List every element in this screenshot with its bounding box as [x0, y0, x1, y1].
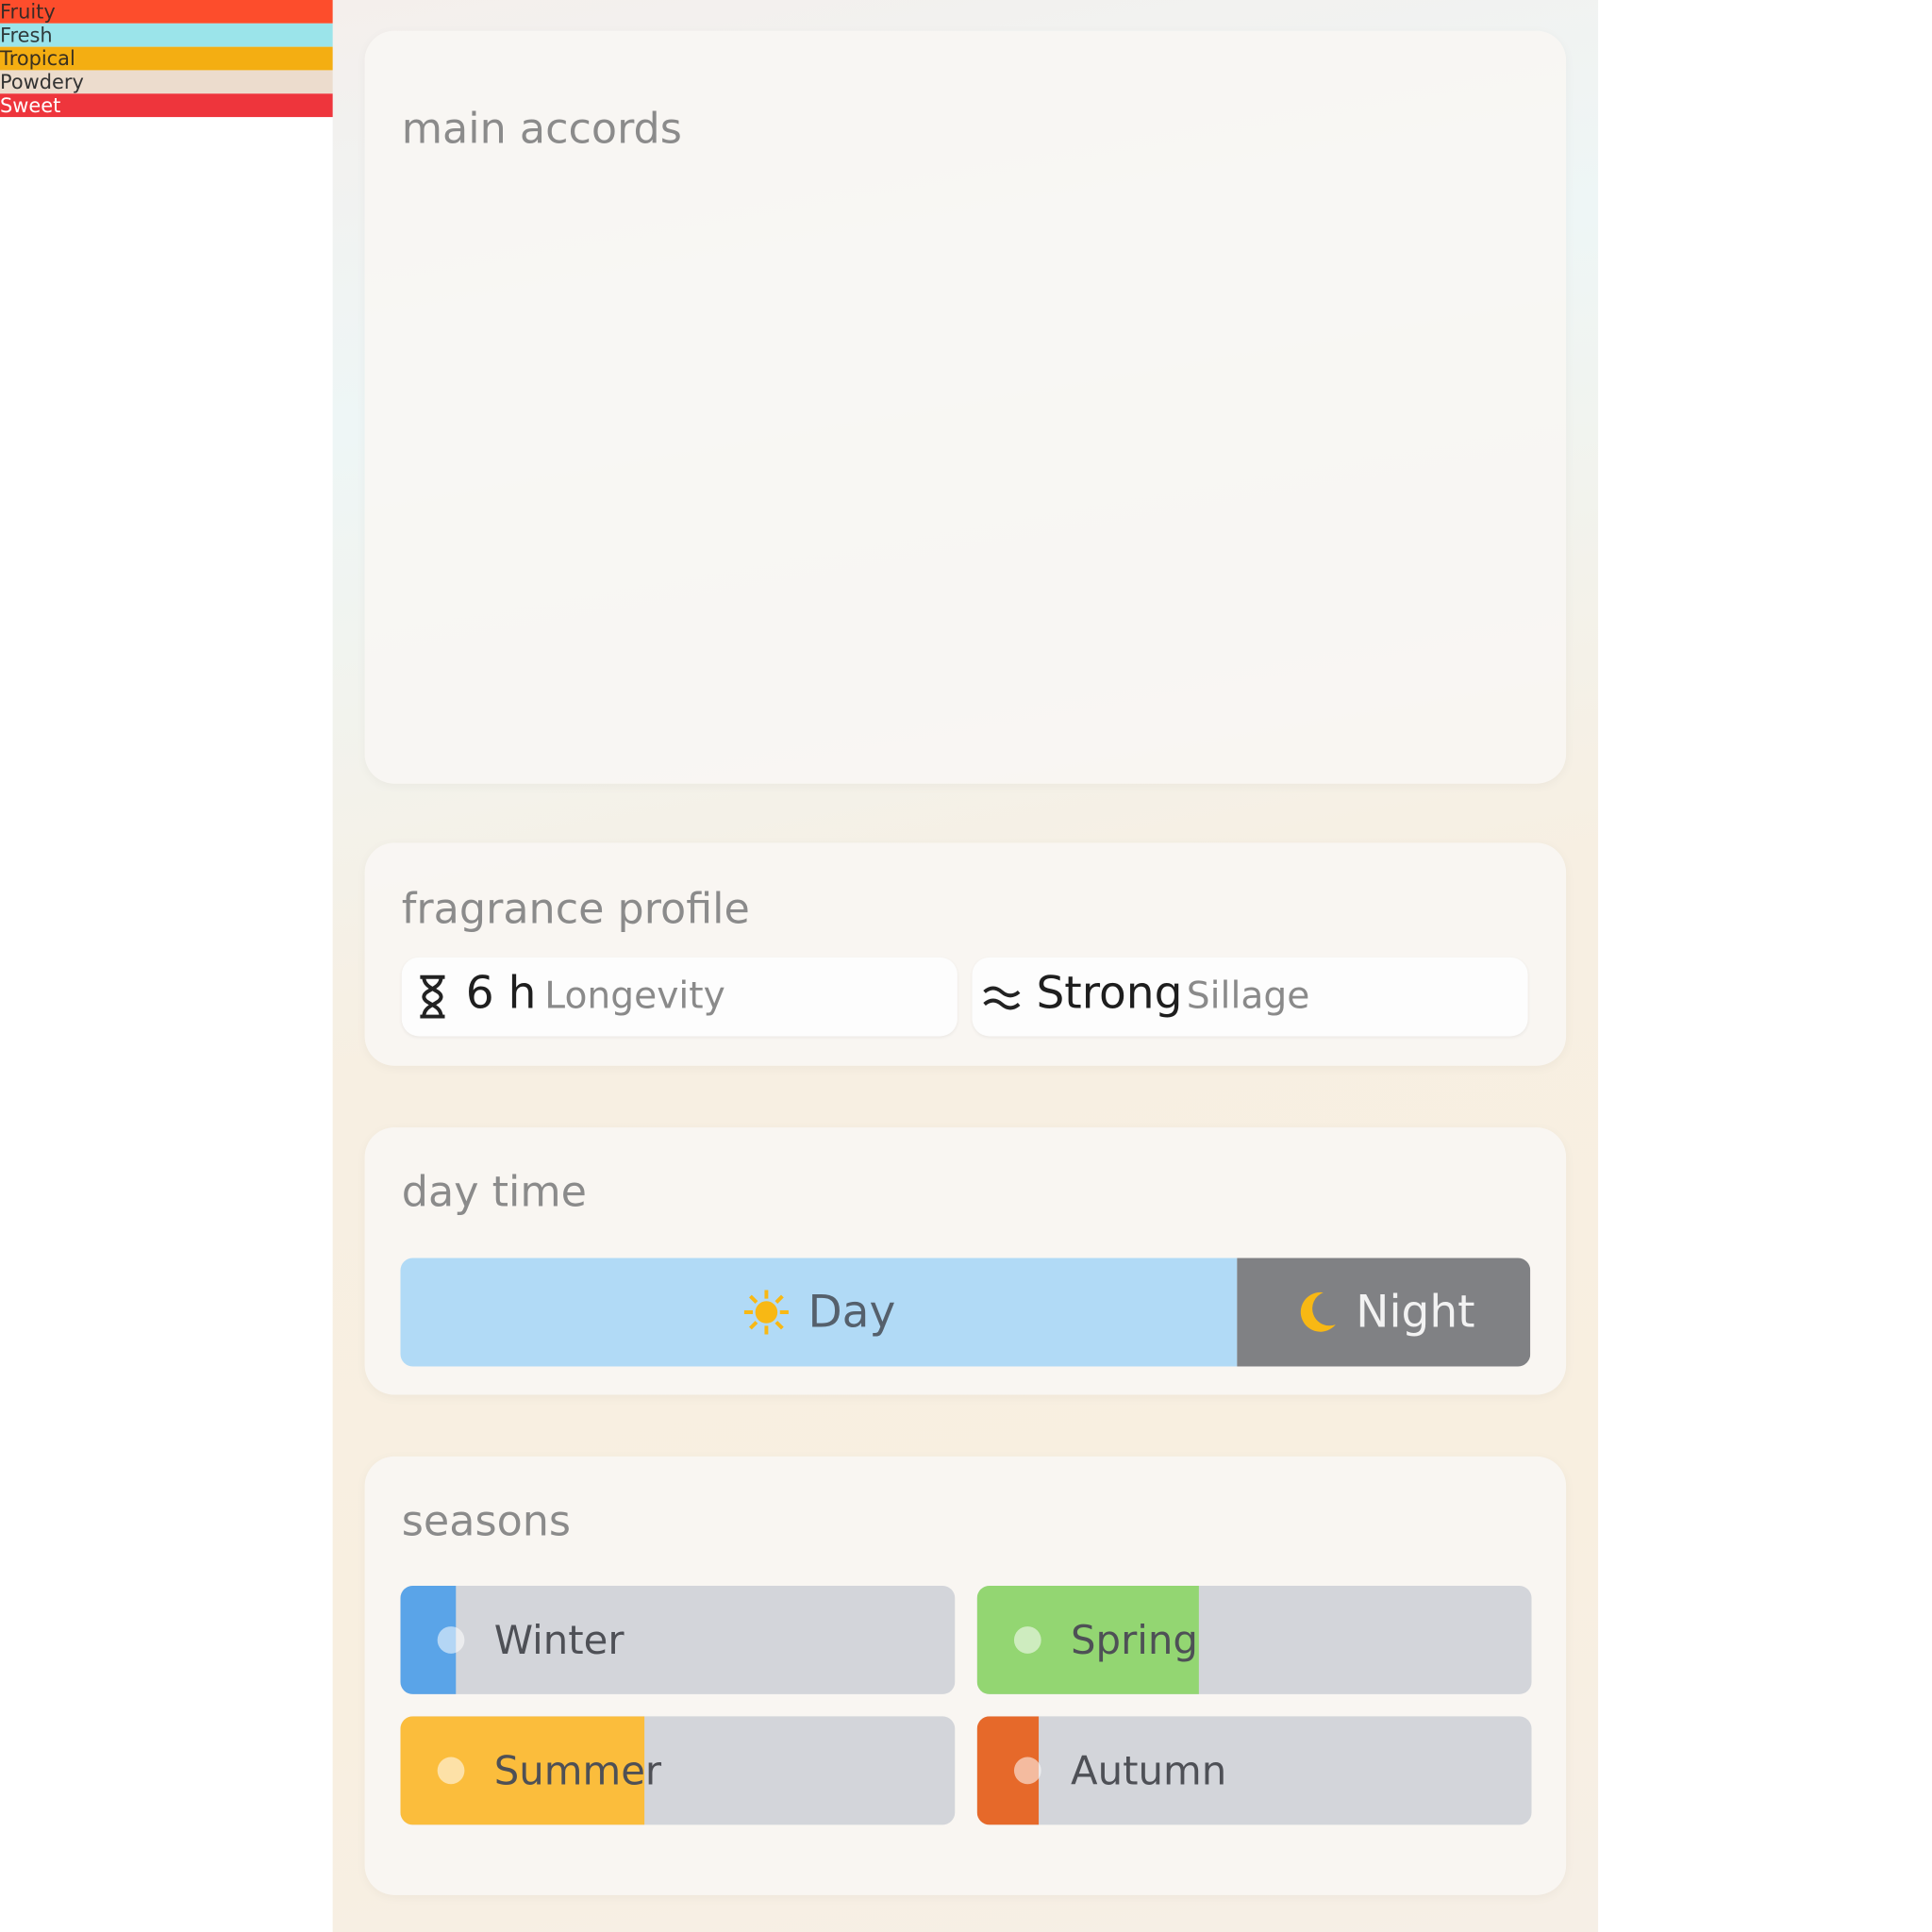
- day-label: Day: [808, 1287, 896, 1338]
- accord-label: Fresh: [0, 23, 53, 47]
- season-label: Spring: [1071, 1616, 1198, 1664]
- moon-icon: [1301, 1291, 1337, 1332]
- longevity-pill: 6 h Longevity: [401, 957, 958, 1037]
- season-track: Winter: [400, 1585, 956, 1694]
- longevity-label: Longevity: [544, 974, 725, 1018]
- hourglass-icon: [420, 974, 445, 1019]
- season-track: Autumn: [976, 1716, 1532, 1825]
- accord-label: Sweet: [0, 93, 61, 118]
- accord-label: Tropical: [0, 46, 75, 71]
- season-icon: [1013, 1626, 1041, 1654]
- season-track: Spring: [976, 1585, 1532, 1694]
- season-label: Winter: [493, 1616, 625, 1664]
- season-icon: [437, 1757, 465, 1785]
- season-track: Summer: [400, 1716, 956, 1825]
- season-label: Summer: [493, 1747, 662, 1794]
- sillage-label: Sillage: [1186, 974, 1310, 1018]
- accord-label: Powdery: [0, 70, 84, 94]
- season-icon: [437, 1626, 465, 1654]
- accord-label: Fruity: [0, 0, 56, 24]
- season-icon: [1013, 1757, 1041, 1785]
- sillage-value: Strong: [1036, 968, 1183, 1020]
- day-night-bar: Day Night: [400, 1257, 1531, 1367]
- longevity-value: 6 h: [465, 968, 537, 1020]
- section-title: fragrance profile: [401, 884, 750, 935]
- section-title: main accords: [401, 105, 682, 155]
- section-title: seasons: [401, 1496, 572, 1547]
- sillage-pill: Strong Sillage: [972, 957, 1528, 1037]
- section-title: day time: [401, 1168, 587, 1218]
- night-segment: Night: [1236, 1257, 1531, 1367]
- season-fill: [976, 1585, 1199, 1694]
- season-label: Autumn: [1071, 1747, 1227, 1794]
- night-label: Night: [1356, 1287, 1475, 1338]
- wave-icon: [983, 986, 1021, 1010]
- day-segment: Day: [400, 1257, 1237, 1367]
- accords-card: main accords: [364, 30, 1567, 784]
- sun-icon: [743, 1290, 789, 1335]
